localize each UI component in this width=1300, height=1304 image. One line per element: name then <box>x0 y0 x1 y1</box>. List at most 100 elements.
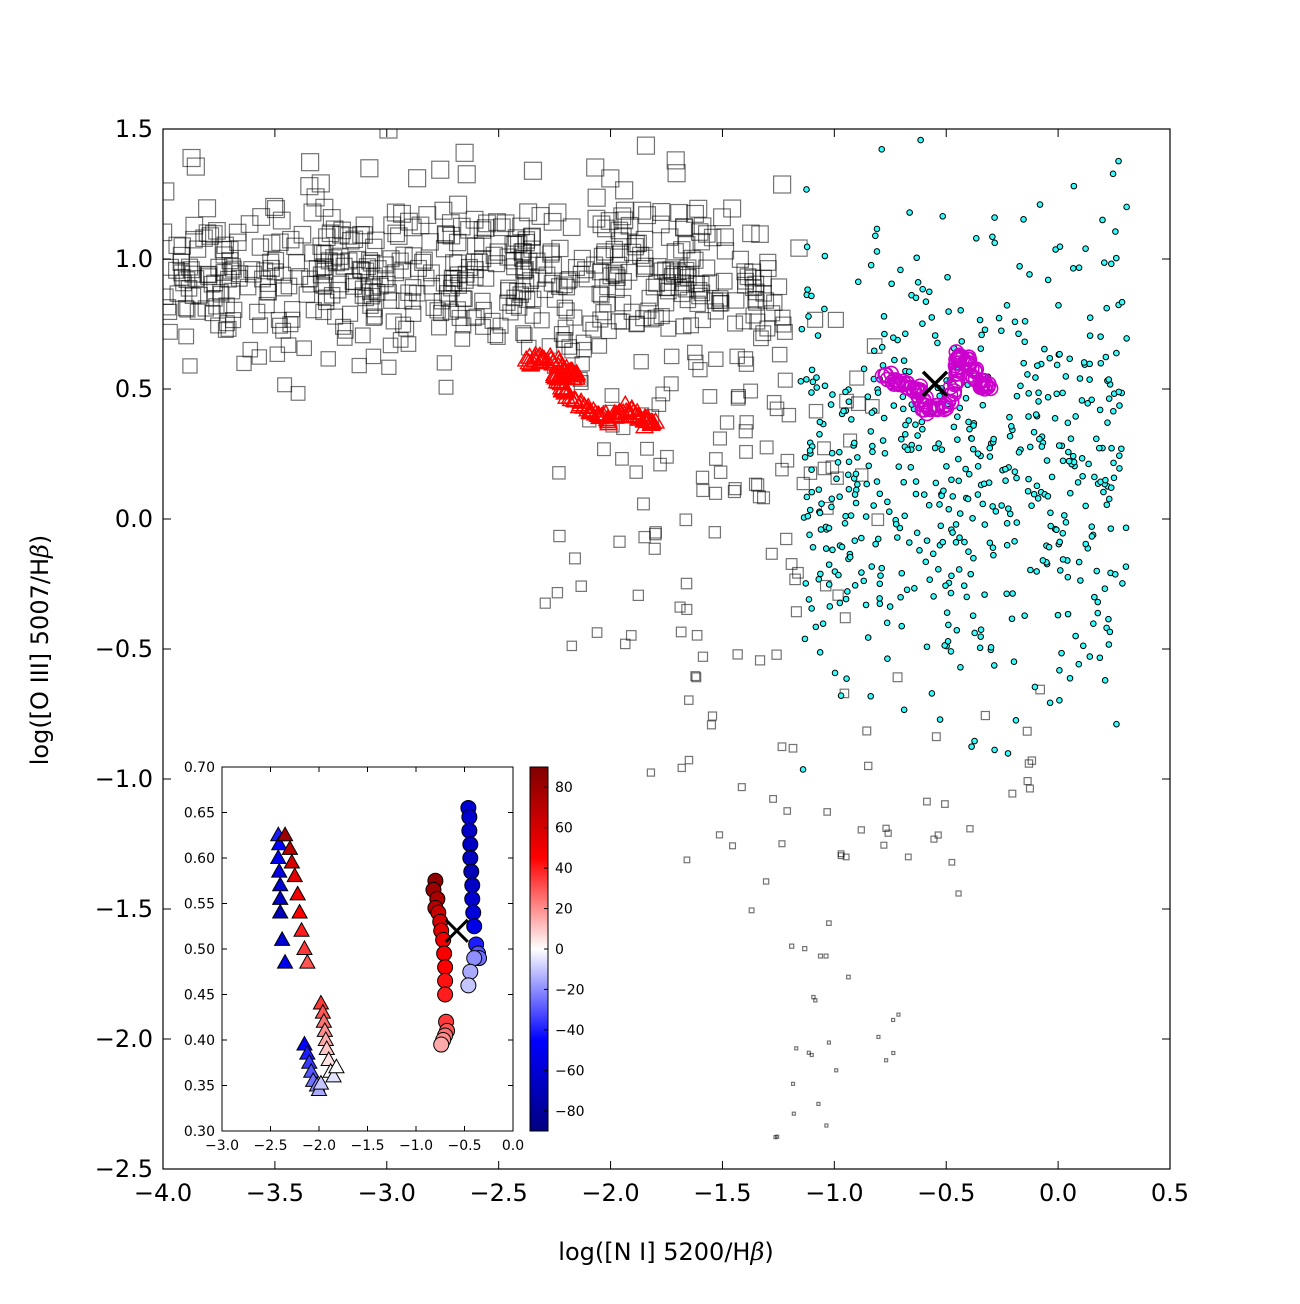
cyan-point <box>1122 524 1130 532</box>
colorbar-tick-label: 60 <box>555 821 573 837</box>
cyan-point <box>1013 392 1021 400</box>
square-point <box>272 211 291 230</box>
cyan-point <box>1034 495 1042 502</box>
square-point <box>691 672 702 683</box>
cyan-point <box>827 401 835 408</box>
square-point <box>681 603 693 616</box>
triangle-point <box>519 347 540 364</box>
square-point <box>454 330 471 347</box>
square-point <box>708 452 723 466</box>
square-point <box>487 255 506 273</box>
square-point <box>615 201 634 220</box>
cyan-point <box>840 407 847 415</box>
square-point <box>825 460 840 474</box>
cyan-point <box>803 376 810 383</box>
cyan-point <box>989 544 997 551</box>
square-point <box>163 303 178 321</box>
square-point <box>441 214 460 232</box>
cyan-point <box>829 546 836 554</box>
cyan-point <box>1048 473 1056 481</box>
square-point <box>880 841 888 849</box>
cyan-point <box>1021 612 1028 619</box>
square-point <box>652 203 671 222</box>
square-point <box>876 1034 881 1040</box>
cyan-point <box>1116 465 1123 472</box>
cyan-point <box>838 543 846 551</box>
cyan-point <box>979 500 987 508</box>
cyan-point <box>943 463 950 470</box>
inset-triangle-point <box>289 885 307 901</box>
square-point <box>871 513 885 527</box>
square-point <box>636 497 650 511</box>
square-point <box>553 326 570 342</box>
square-point <box>221 240 239 259</box>
square-point <box>511 299 528 316</box>
cyan-point <box>864 393 872 400</box>
triangle-point <box>637 410 657 428</box>
square-point <box>404 279 422 296</box>
cyan-point <box>905 417 913 424</box>
cyan-point <box>867 261 875 269</box>
square-point <box>684 695 694 705</box>
square-point <box>339 227 358 245</box>
inset-triangle-point <box>312 1074 330 1090</box>
cyan-point <box>1012 717 1020 724</box>
cyan-point <box>1056 567 1064 574</box>
square-point <box>663 348 680 365</box>
cyan-point <box>932 479 940 487</box>
cyan-point <box>806 506 814 514</box>
square-point <box>543 274 561 292</box>
square-point <box>823 808 831 816</box>
cyan-point <box>1076 375 1084 382</box>
cyan-point <box>1035 389 1042 397</box>
square-point <box>732 649 743 660</box>
cyan-point <box>876 490 884 498</box>
square-point <box>891 1050 896 1056</box>
square-point <box>169 285 187 302</box>
cyan-point <box>869 442 876 450</box>
square-point <box>794 1046 799 1051</box>
square-point <box>575 580 587 592</box>
cyan-point <box>798 325 806 333</box>
inset-y-tick-label: 0.65 <box>184 806 215 822</box>
square-point <box>256 262 274 280</box>
square-point <box>452 217 471 236</box>
square-point <box>619 638 631 650</box>
cyan-point <box>1055 442 1063 449</box>
cyan-point <box>1086 314 1094 321</box>
cyan-point <box>945 505 953 513</box>
cyan-point <box>1062 519 1070 526</box>
series-open-square <box>163 129 1046 1140</box>
square-point <box>536 281 554 299</box>
cyan-point <box>1096 406 1104 414</box>
cyan-point <box>1082 502 1089 510</box>
cyan-point <box>940 487 947 495</box>
y-tick-label: 0.5 <box>115 375 153 403</box>
y-tick-label: −1.0 <box>95 765 153 793</box>
square-point <box>220 270 237 288</box>
square-point <box>355 216 374 235</box>
square-point <box>392 332 409 348</box>
cyan-point <box>801 453 809 461</box>
square-point <box>369 260 387 278</box>
inset-circle-point <box>433 1036 450 1053</box>
square-point <box>633 353 649 370</box>
square-point <box>748 294 765 311</box>
cyan-point <box>1036 201 1044 208</box>
cyan-point <box>831 669 839 677</box>
cyan-point <box>916 547 923 554</box>
square-point <box>363 287 381 305</box>
square-point <box>291 268 309 285</box>
cyan-point <box>812 623 820 631</box>
cyan-point <box>821 382 829 390</box>
square-point <box>258 296 275 314</box>
triangle-point <box>580 402 600 419</box>
cyan-point <box>917 136 924 144</box>
cyan-point <box>884 498 891 506</box>
square-point <box>557 319 574 336</box>
square-point <box>421 233 439 251</box>
square-point <box>506 258 524 276</box>
square-point <box>315 303 332 321</box>
square-point <box>298 286 316 303</box>
square-point <box>282 316 299 333</box>
